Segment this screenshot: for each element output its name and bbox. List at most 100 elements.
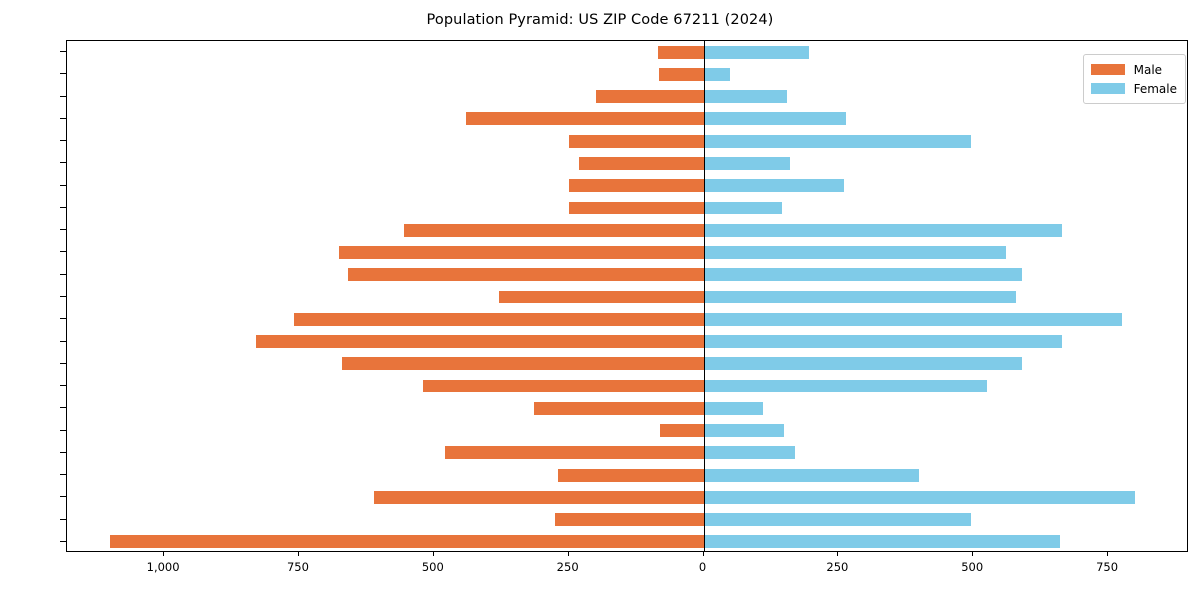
- bar-row: [67, 134, 1187, 148]
- y-axis-tick-mark: [60, 51, 66, 53]
- bar-female: [703, 335, 1063, 348]
- bar-female: [703, 535, 1060, 549]
- bar-male: [658, 67, 704, 81]
- bar-row: [67, 446, 1187, 460]
- x-axis-tick-label: 750: [1096, 560, 1119, 574]
- bar-female: [703, 246, 1006, 259]
- legend-color-swatch: [1090, 83, 1125, 94]
- y-axis-tick-mark: [60, 251, 66, 253]
- y-axis-tick-mark: [60, 117, 66, 119]
- bar-row: [67, 312, 1187, 326]
- bar-male: [568, 179, 704, 193]
- bar-male: [660, 424, 704, 438]
- legend-item: Male: [1090, 60, 1177, 79]
- bar-female: [703, 312, 1122, 326]
- y-axis-tick-mark: [60, 206, 66, 208]
- y-axis-tick-mark: [60, 95, 66, 97]
- bar-male: [595, 90, 704, 104]
- bar-row: [67, 468, 1187, 482]
- bar-female: [703, 468, 920, 482]
- bar-female: [703, 156, 790, 170]
- bar-female: [703, 268, 1022, 282]
- bar-row: [67, 201, 1187, 215]
- x-axis-tick-label: 750: [286, 560, 309, 574]
- y-axis-tick-mark: [60, 496, 66, 498]
- y-axis-tick-mark: [60, 407, 66, 409]
- bar-male: [579, 156, 704, 170]
- legend-label: Male: [1133, 62, 1163, 77]
- chart-title: Population Pyramid: US ZIP Code 67211 (2…: [426, 12, 774, 28]
- x-axis-tick-mark: [1107, 552, 1109, 556]
- x-axis-tick-mark: [972, 552, 974, 556]
- x-axis-tick-mark: [567, 552, 569, 556]
- bar-male: [339, 246, 704, 259]
- bar-row: [67, 490, 1187, 504]
- y-axis-tick-mark: [60, 429, 66, 431]
- y-axis-tick-mark: [60, 451, 66, 453]
- bar-female: [703, 179, 844, 193]
- zero-axis-line: [703, 41, 705, 551]
- bar-row: [67, 156, 1187, 170]
- bar-female: [703, 45, 809, 59]
- y-axis-tick-mark: [60, 385, 66, 387]
- bar-female: [703, 90, 788, 104]
- bar-row: [67, 335, 1187, 348]
- x-axis-tick-mark: [432, 552, 434, 556]
- x-axis-tick-mark: [837, 552, 839, 556]
- bar-row: [67, 90, 1187, 104]
- y-axis-tick-mark: [60, 140, 66, 142]
- bar-row: [67, 45, 1187, 59]
- bar-female: [703, 513, 971, 527]
- bar-row: [67, 535, 1187, 549]
- bar-female: [703, 357, 1022, 371]
- bar-male: [557, 468, 704, 482]
- bar-row: [67, 67, 1187, 81]
- bar-row: [67, 112, 1187, 126]
- bar-female: [703, 379, 987, 393]
- bar-male: [342, 357, 704, 371]
- x-axis-tick-label: 500: [961, 560, 984, 574]
- x-axis-tick-label: 500: [421, 560, 444, 574]
- bar-row: [67, 179, 1187, 193]
- bar-male: [404, 223, 704, 237]
- x-axis-tick-label: 250: [826, 560, 849, 574]
- legend-label: Female: [1133, 81, 1177, 96]
- bar-male: [657, 45, 704, 59]
- bar-female: [703, 112, 847, 126]
- y-axis-tick-mark: [60, 162, 66, 164]
- bar-male: [423, 379, 704, 393]
- bar-female: [703, 446, 796, 460]
- bar-female: [703, 201, 782, 215]
- bar-row: [67, 246, 1187, 259]
- bar-male: [444, 446, 704, 460]
- bar-row: [67, 357, 1187, 371]
- bar-row: [67, 424, 1187, 438]
- bar-male: [293, 312, 704, 326]
- y-axis-tick-mark: [60, 73, 66, 75]
- bar-male: [374, 490, 704, 504]
- x-axis-tick-label: 250: [556, 560, 579, 574]
- y-axis-tick-mark: [60, 340, 66, 342]
- bar-row: [67, 290, 1187, 304]
- x-axis-tick-mark: [163, 552, 165, 556]
- y-axis-tick-mark: [60, 362, 66, 364]
- y-axis-tick-mark: [60, 296, 66, 297]
- bar-male: [255, 335, 704, 348]
- y-axis-tick-mark: [60, 518, 66, 520]
- y-axis-tick-mark: [60, 474, 66, 476]
- bar-female: [703, 401, 763, 415]
- bar-female: [703, 134, 971, 148]
- bar-male: [568, 134, 704, 148]
- chart-legend: Male Female: [1082, 54, 1186, 104]
- bar-female: [703, 424, 785, 438]
- bar-row: [67, 223, 1187, 237]
- x-axis-tick-label: 0: [698, 560, 707, 574]
- bar-female: [703, 67, 731, 81]
- bar-row: [67, 513, 1187, 527]
- x-axis-tick-mark: [702, 552, 704, 556]
- bar-female: [703, 490, 1136, 504]
- y-axis-tick-mark: [60, 229, 66, 231]
- bar-male: [498, 290, 704, 304]
- y-axis-tick-mark: [60, 273, 66, 275]
